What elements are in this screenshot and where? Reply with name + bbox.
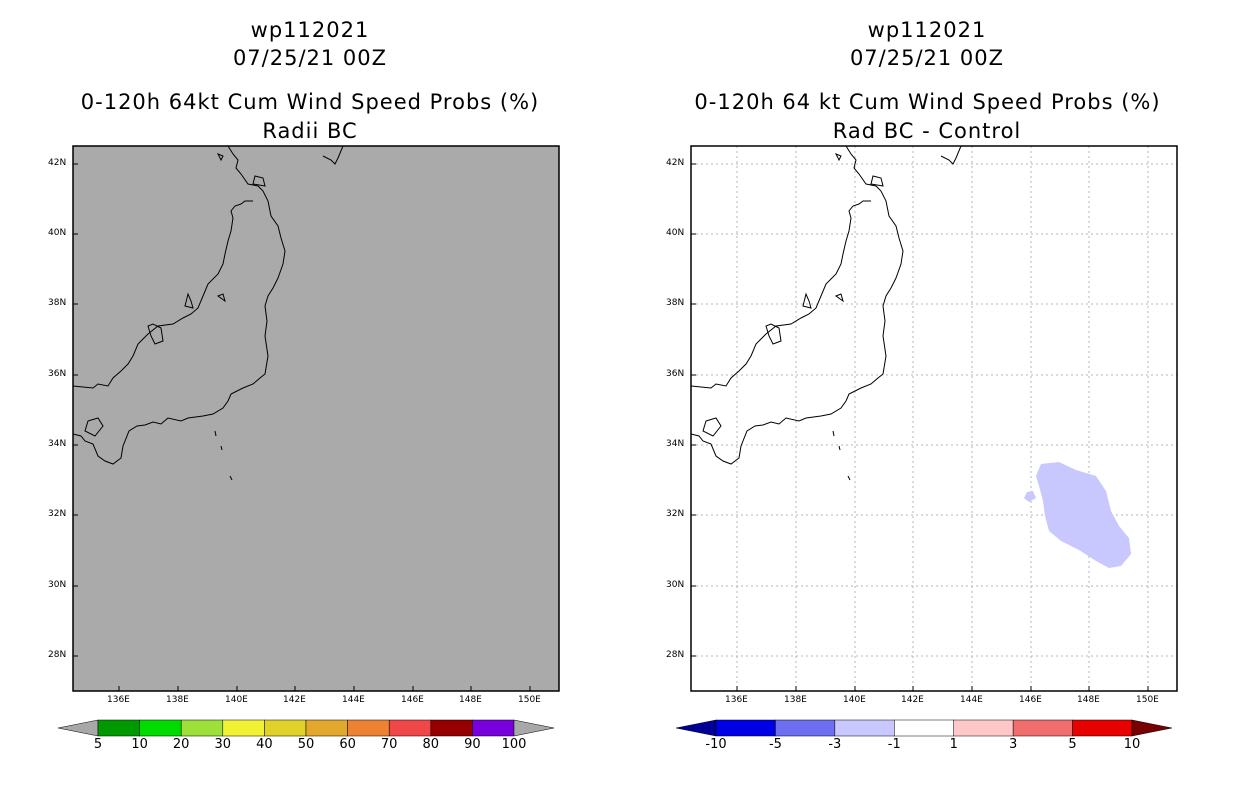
colorbar-label: 90 [464,737,481,752]
left-lon-label: 144E [342,695,365,705]
right-lon-label: 148E [1077,695,1100,705]
colorbar-segment [347,719,390,737]
left-lon-label: 146E [401,695,424,705]
right-lon-label: 144E [960,695,983,705]
left-colorbar [57,719,555,737]
right-title-time: 07/25/21 00Z [849,46,1005,70]
colorbar-segment [775,719,836,737]
left-title-storm: wp112021 [250,18,370,42]
left-lon-label: 148E [459,695,482,705]
left-lon-label: 150E [518,695,541,705]
colorbar-segment [97,719,140,737]
colorbar-low-triangle [57,719,99,737]
colorbar-label: 30 [214,737,232,752]
wind-prob-anomaly-area [1024,462,1131,568]
right-lat-label: 36N [666,369,685,379]
colorbar-label: 5 [1068,737,1077,752]
left-lat-label: 42N [48,158,67,168]
right-lat-label: 34N [666,439,685,449]
colorbar-label: 50 [297,737,315,752]
right-lon-label: 146E [1019,695,1042,705]
colorbar-label: -10 [705,737,727,752]
colorbar-segment [1012,719,1073,737]
colorbar-label: -3 [828,737,842,752]
colorbar-low-triangle [675,719,717,737]
right-lat-label: 28N [666,650,685,660]
colorbar-high-triangle [1131,719,1173,737]
right-lon-label: 150E [1136,695,1159,705]
left-lon-label: 142E [283,695,306,705]
colorbar-segment [222,719,265,737]
colorbar-segment [953,719,1014,737]
colorbar-segment [305,719,348,737]
colorbar-label: 70 [380,737,398,752]
colorbar-label: -5 [768,737,782,752]
colorbar-label: -1 [887,737,901,752]
right-lat-label: 42N [666,158,685,168]
right-title-product: 0-120h 64 kt Cum Wind Speed Probs (%) [694,90,1161,114]
colorbar-segment [430,719,473,737]
right-colorbar [675,719,1173,737]
left-lat-label: 40N [48,228,67,238]
left-lat-label: 34N [48,439,67,449]
left-coastline [72,145,344,481]
colorbar-label: 40 [256,737,273,752]
colorbar-label: 60 [339,737,356,752]
left-lat-label: 32N [48,509,67,519]
left-title-product: 0-120h 64kt Cum Wind Speed Probs (%) [80,90,540,114]
left-title-sub: Radii BC [262,119,358,143]
right-lon-label: 136E [725,695,748,705]
colorbar-label: 10 [1123,737,1141,752]
colorbar-label: 80 [422,737,440,752]
left-map-background [73,146,559,691]
left-lon-label: 136E [107,695,130,705]
right-map [690,145,1178,692]
colorbar-segment [834,719,895,737]
colorbar-label: 3 [1009,737,1018,752]
colorbar-segment [715,719,776,737]
left-lon-label: 138E [166,695,189,705]
colorbar-label: 10 [131,737,148,752]
left-lon-label: 140E [225,695,248,705]
right-lon-label: 142E [901,695,924,705]
right-coastline [690,145,962,481]
left-map [72,145,560,692]
right-lat-label: 40N [666,228,685,238]
right-gridlines [691,146,1177,691]
colorbar-high-triangle [513,719,555,737]
right-title-sub: Rad BC - Control [832,119,1022,143]
colorbar-segment [894,719,954,737]
right-title-storm: wp112021 [867,18,987,42]
colorbar-segment [139,719,182,737]
colorbar-segment [180,719,224,737]
left-title-time: 07/25/21 00Z [232,46,388,70]
left-lat-label: 28N [48,650,67,660]
colorbar-segment [388,719,432,737]
colorbar-label: 100 [501,737,527,752]
right-lat-label: 30N [666,580,685,590]
colorbar-label: 1 [949,737,958,752]
colorbar-segment [264,719,307,737]
right-lat-label: 38N [666,298,685,308]
right-lon-label: 138E [784,695,807,705]
left-lat-label: 30N [48,580,67,590]
colorbar-label: 20 [172,737,190,752]
left-lat-label: 36N [48,369,67,379]
right-lat-label: 32N [666,509,685,519]
colorbar-segment [472,719,515,737]
colorbar-segment [1072,719,1133,737]
right-lon-label: 140E [843,695,866,705]
left-lat-label: 38N [48,298,67,308]
colorbar-label: 5 [93,737,103,752]
